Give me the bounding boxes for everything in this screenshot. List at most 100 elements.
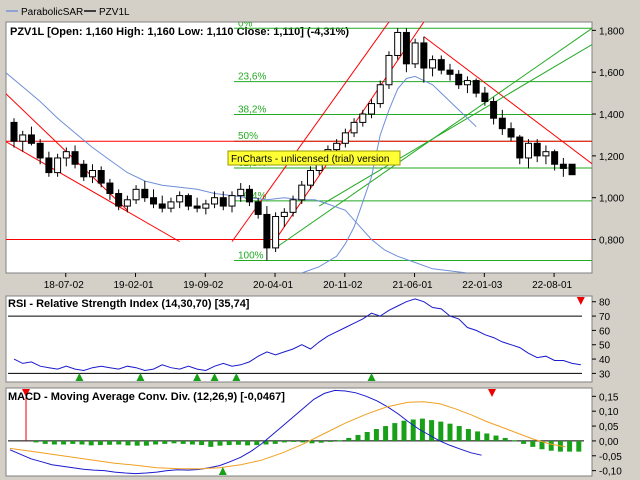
macd-histogram-bar [465, 429, 471, 441]
macd-histogram-bar [576, 440, 582, 452]
macd-histogram-bar [208, 440, 214, 447]
candle-body [524, 142, 532, 159]
candle-body [27, 134, 35, 144]
candle-body [36, 142, 44, 159]
macd-histogram-bar [217, 440, 223, 446]
y-tick-label: 70 [599, 312, 611, 323]
y-tick-label: 0,15 [599, 392, 619, 403]
signal-line [9, 401, 566, 470]
macd-histogram-bar [61, 440, 67, 445]
uptrend-channel-right [275, 22, 425, 240]
candle-body [193, 205, 201, 209]
candle-body [237, 188, 245, 197]
legend: ParabolicSAR PZV1L [6, 7, 130, 18]
macd-histogram-bar [355, 434, 361, 441]
macd-histogram-bar [51, 440, 57, 445]
candle-body [211, 197, 219, 205]
rsi-buy-marker [232, 373, 241, 381]
y-tick-label: 1,000 [599, 194, 624, 205]
candle-body [350, 121, 358, 134]
rsi-panel-background [5, 295, 593, 383]
macd-histogram-bar [318, 440, 324, 443]
candle-body [411, 42, 419, 65]
x-tick-label: 21-06-01 [393, 280, 433, 291]
macd-histogram-bar [162, 440, 168, 444]
rsi-buy-marker [367, 373, 376, 381]
macd-histogram-bar [153, 440, 159, 445]
rsi-sell-marker [576, 297, 585, 305]
candle-body [106, 182, 114, 195]
macd-histogram-bar [373, 429, 379, 441]
rsi-panel: 80 70 60 50 40 30 RSI - Relative Strength Inde… [5, 295, 611, 383]
candle-body [559, 163, 567, 169]
x-tick-label: 19-02-01 [114, 280, 154, 291]
macd-histogram-bar [447, 423, 453, 441]
macd-histogram-bar [530, 440, 536, 447]
macd-histogram-bar [410, 419, 416, 441]
candle-body [88, 170, 96, 178]
macd-histogram-bar [235, 440, 241, 445]
candle-body [10, 121, 18, 142]
candle-body [272, 216, 280, 249]
macd-histogram-bar [484, 433, 490, 441]
rsi-buy-marker [193, 373, 202, 381]
candle-body [385, 54, 393, 86]
candle-body [472, 80, 480, 94]
y-tick-label: 1,400 [599, 110, 624, 121]
candle-body [481, 92, 489, 102]
candle-body [446, 69, 454, 75]
macd-histogram-bar [199, 440, 205, 446]
macd-histogram-bar [171, 440, 177, 444]
candle-body [19, 134, 27, 142]
fib-level-label: 50% [238, 131, 258, 142]
candle-body [167, 201, 175, 209]
downtrend-channel-lower [6, 141, 180, 243]
x-tick-label: 20-04-01 [253, 280, 293, 291]
y-tick-label: -0,05 [599, 452, 622, 463]
candle-body [132, 188, 140, 201]
macd-histogram-bar [327, 440, 333, 442]
candle-body [490, 100, 498, 119]
watermark-box [227, 150, 401, 166]
y-tick-label: 0,05 [599, 422, 619, 433]
fib-level-label: 0% [238, 18, 253, 29]
candle-body [455, 73, 463, 86]
candle-body [568, 163, 576, 176]
candle-body [341, 132, 349, 144]
macd-sell-marker [488, 389, 496, 397]
rsi-buy-marker [136, 373, 145, 381]
macd-histogram-bar [245, 440, 251, 446]
candle-body [551, 151, 559, 165]
candle-body [368, 103, 376, 115]
watermark-text: FnCharts - unlicensed (trial) version [231, 154, 389, 165]
candle-body [280, 211, 288, 218]
macd-histogram-bar [438, 421, 444, 441]
candle-body [394, 31, 402, 56]
candle-body [298, 184, 306, 201]
fib-trend-line-upper [318, 43, 592, 207]
macd-histogram-bar [456, 426, 462, 441]
candle-body [289, 199, 297, 213]
macd-histogram-bar [254, 440, 260, 446]
macd-histogram-bar [511, 440, 517, 442]
macd-histogram-bar [521, 440, 527, 444]
macd-histogram-bar [300, 440, 306, 443]
candle-body [219, 197, 227, 207]
candle-body [62, 151, 70, 159]
y-tick-label: -0,10 [599, 467, 622, 478]
rsi-line [13, 298, 581, 372]
candle-body [463, 80, 471, 86]
sar-line-recent [301, 75, 477, 273]
macd-histogram-bar [97, 440, 103, 446]
macd-histogram-bar [502, 437, 508, 441]
y-tick-label: 0,800 [599, 236, 624, 247]
y-tick-label: 60 [599, 326, 611, 337]
x-tick-label: 22-08-01 [532, 280, 572, 291]
macd-histogram-bar [226, 440, 232, 446]
candle-body [54, 157, 62, 174]
macd-histogram-bar [567, 440, 573, 452]
macd-panel: 0,15 0,10 0,05 0,00 -0,05 -0,10 MACD - Moving … [5, 387, 622, 478]
candle-body [123, 199, 131, 207]
candle-body [176, 195, 184, 203]
